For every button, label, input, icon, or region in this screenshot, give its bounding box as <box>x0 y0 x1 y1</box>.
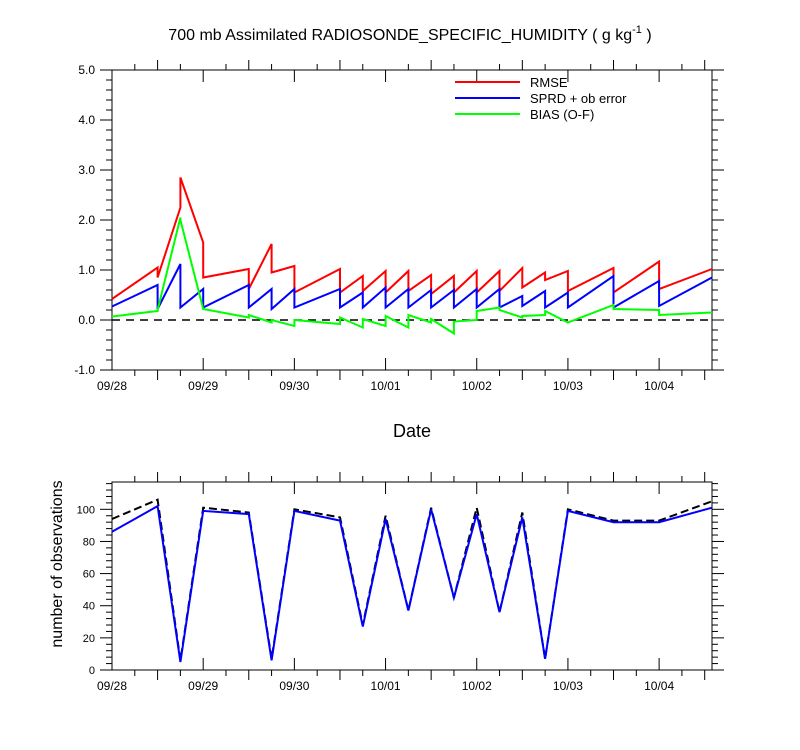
legend-label: SPRD + ob error <box>530 91 627 106</box>
observation-counts-plot-frame <box>111 481 713 671</box>
x-tick-label: 10/03 <box>553 679 583 693</box>
y-tick-label: 4.0 <box>78 113 95 127</box>
y-tick-label: -1.0 <box>74 363 95 377</box>
chart-title-close: ) <box>642 27 652 44</box>
x-tick-label: 09/28 <box>97 679 127 693</box>
chart-title: 700 mb Assimilated RADIOSONDE_SPECIFIC_H… <box>168 24 651 44</box>
x-tick-label: 10/01 <box>371 379 401 393</box>
x-tick-label: 10/01 <box>371 679 401 693</box>
observation-counts-series <box>111 498 713 663</box>
legend-label: BIAS (O-F) <box>530 107 594 122</box>
x-tick-label: 09/29 <box>188 679 218 693</box>
y-tick-label: 100 <box>77 504 95 516</box>
y-tick-label: 40 <box>83 601 95 613</box>
error-statistics-ticks: 09/28 09/29 09/30 10/01 10/02 10/03 10/04 -1.0 0… <box>74 60 724 393</box>
legend-label: RMSE <box>530 75 568 90</box>
x-tick-label: 10/04 <box>644 379 674 393</box>
x-tick-label: 09/30 <box>279 379 309 393</box>
series-line-sprd-ob-error <box>111 263 713 312</box>
chart-title-text: 700 mb Assimilated RADIOSONDE_SPECIFIC_H… <box>168 27 632 44</box>
y-tick-label: 0 <box>89 665 95 677</box>
y-tick-label: 1.0 <box>78 263 95 277</box>
x-tick-label: 09/28 <box>97 379 127 393</box>
observation-counts-panel: 09/28 09/29 09/30 10/01 10/02 10/03 10/04 0 20 40… <box>49 472 724 693</box>
x-tick-label: 10/02 <box>462 379 492 393</box>
series-line-bias-o-f <box>111 217 713 336</box>
x-axis-label: Date <box>393 421 431 441</box>
y-tick-label: 5.0 <box>78 63 95 77</box>
x-tick-label: 10/03 <box>553 379 583 393</box>
observation-counts-ticks: 09/28 09/29 09/30 10/01 10/02 10/03 10/04 0 20 40… <box>77 472 724 693</box>
y-tick-label: 0.0 <box>78 313 95 327</box>
chart-title-superscript: -1 <box>632 24 642 36</box>
x-tick-label: 10/02 <box>462 679 492 693</box>
x-tick-label: 09/29 <box>188 379 218 393</box>
y-tick-label: 20 <box>83 633 95 645</box>
y-axis-label: number of observations <box>49 480 66 647</box>
series-line-rmse <box>111 177 713 300</box>
x-tick-label: 10/04 <box>644 679 674 693</box>
error-statistics-plot-frame <box>111 69 713 371</box>
y-tick-label: 3.0 <box>78 163 95 177</box>
series-line-observations-solid <box>111 504 713 663</box>
x-tick-label: 09/30 <box>279 679 309 693</box>
y-tick-label: 80 <box>83 536 95 548</box>
error-statistics-series <box>111 177 713 336</box>
y-tick-label: 60 <box>83 569 95 581</box>
y-tick-label: 2.0 <box>78 213 95 227</box>
error-statistics-panel: 09/28 09/29 09/30 10/01 10/02 10/03 10/04 -1.0 0… <box>74 60 724 441</box>
